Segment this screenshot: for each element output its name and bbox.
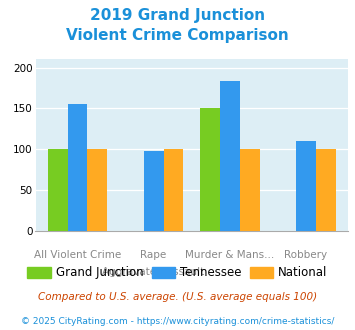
- Text: All Violent Crime: All Violent Crime: [34, 250, 121, 260]
- Bar: [240, 149, 260, 231]
- Text: 2019 Grand Junction: 2019 Grand Junction: [90, 8, 265, 23]
- Bar: [296, 141, 316, 231]
- Bar: [48, 149, 67, 231]
- Text: Murder & Mans...: Murder & Mans...: [185, 250, 274, 260]
- Bar: [200, 108, 220, 231]
- Text: Rape: Rape: [141, 250, 167, 260]
- Bar: [220, 82, 240, 231]
- Text: Robbery: Robbery: [284, 250, 328, 260]
- Text: Aggravated Assault: Aggravated Assault: [103, 267, 205, 277]
- Bar: [316, 149, 336, 231]
- Text: © 2025 CityRating.com - https://www.cityrating.com/crime-statistics/: © 2025 CityRating.com - https://www.city…: [21, 317, 334, 326]
- Bar: [144, 151, 164, 231]
- Legend: Grand Junction, Tennessee, National: Grand Junction, Tennessee, National: [23, 262, 332, 284]
- Bar: [67, 104, 87, 231]
- Text: Violent Crime Comparison: Violent Crime Comparison: [66, 28, 289, 43]
- Text: Compared to U.S. average. (U.S. average equals 100): Compared to U.S. average. (U.S. average …: [38, 292, 317, 302]
- Bar: [87, 149, 107, 231]
- Bar: [164, 149, 183, 231]
